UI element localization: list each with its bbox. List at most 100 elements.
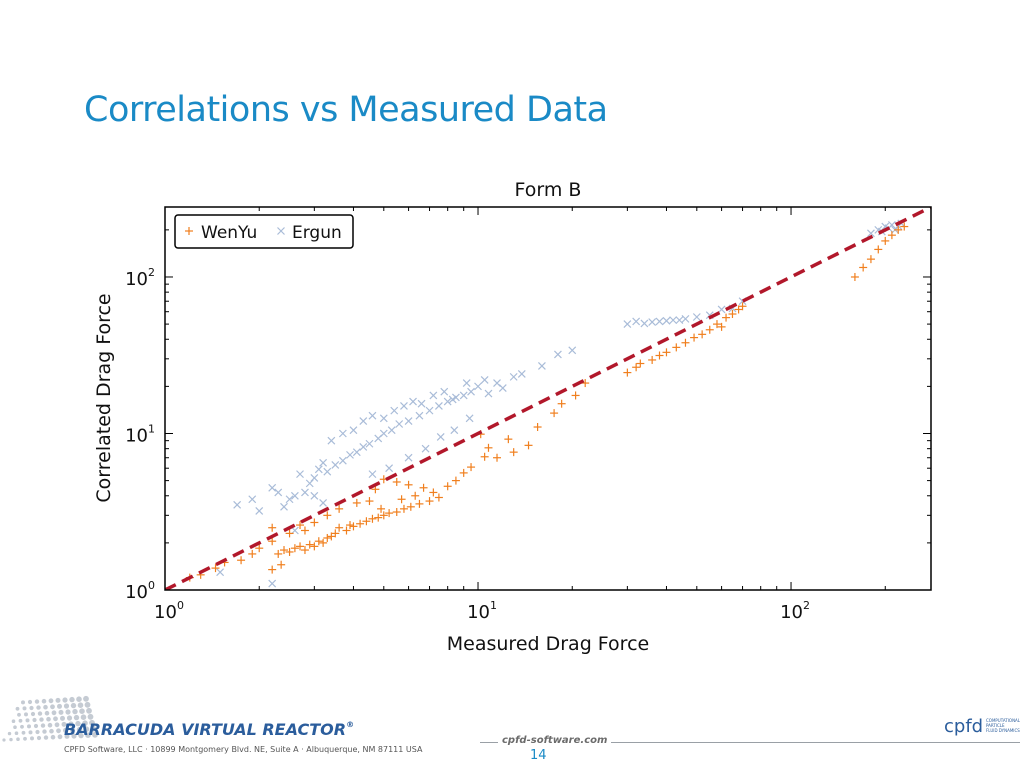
- point-ergun: [640, 319, 649, 328]
- point-wenyu: [237, 556, 246, 565]
- point-wenyu: [550, 409, 559, 418]
- point-ergun: [498, 384, 507, 393]
- logo-dot: [48, 698, 54, 704]
- point-wenyu: [459, 468, 468, 477]
- logo-dot: [20, 724, 24, 729]
- logo-dot: [80, 714, 87, 720]
- point-ergun: [285, 495, 294, 504]
- point-ergun: [474, 382, 482, 391]
- point-ergun: [421, 444, 430, 453]
- point-ergun: [443, 397, 452, 406]
- logo-dot: [79, 708, 85, 714]
- logo-dot: [37, 711, 43, 716]
- point-ergun: [425, 406, 434, 415]
- point-ergun: [379, 429, 388, 438]
- point-wenyu: [392, 477, 401, 486]
- point-ergun: [669, 316, 678, 325]
- point-wenyu: [443, 482, 452, 491]
- point-ergun: [462, 379, 471, 387]
- point-ergun: [440, 387, 449, 396]
- logo-dot: [27, 724, 31, 729]
- point-wenyu: [894, 225, 903, 234]
- point-ergun: [553, 350, 562, 359]
- point-ergun: [509, 372, 518, 381]
- legend-ergun-label: Ergun: [292, 223, 342, 243]
- point-wenyu: [352, 498, 361, 507]
- point-ergun: [385, 464, 394, 473]
- x-tick-label: 100: [154, 599, 184, 623]
- point-ergun: [681, 314, 690, 323]
- point-ergun: [395, 420, 404, 428]
- logo-dot: [78, 732, 84, 739]
- logo-dot: [33, 723, 39, 729]
- logo-dot: [82, 720, 88, 726]
- logo-dot: [51, 710, 57, 716]
- point-wenyu: [248, 549, 257, 558]
- point-ergun: [359, 443, 368, 451]
- point-wenyu: [368, 514, 377, 523]
- logo-dot: [60, 715, 65, 721]
- point-ergun: [268, 579, 277, 588]
- point-ergun: [409, 397, 417, 406]
- brand-name: BARRACUDA VIRTUAL REACTOR®: [64, 720, 354, 739]
- point-ergun: [387, 426, 396, 435]
- point-wenyu: [874, 245, 883, 254]
- logo-dot: [27, 699, 33, 705]
- logo-dot: [11, 719, 16, 723]
- point-wenyu: [866, 255, 875, 264]
- logo-dot: [34, 699, 40, 704]
- point-wenyu: [406, 502, 415, 511]
- logo-dot: [63, 703, 70, 709]
- logo-dot: [75, 720, 81, 727]
- point-ergun: [255, 507, 264, 515]
- logo-dot: [69, 727, 76, 733]
- point-wenyu: [385, 509, 394, 518]
- point-wenyu: [681, 338, 690, 347]
- logo-dot: [36, 735, 42, 741]
- point-wenyu: [300, 526, 309, 535]
- point-ergun: [310, 491, 319, 500]
- cpfd-sub-line-2: PARTICLE: [986, 723, 1005, 728]
- point-ergun: [368, 411, 377, 420]
- logo-dot: [15, 706, 20, 711]
- company-address: CPFD Software, LLC · 10899 Montgomery Bl…: [64, 745, 423, 754]
- point-ergun: [310, 474, 319, 482]
- logo-dot: [40, 723, 46, 728]
- point-ergun: [662, 316, 671, 325]
- point-wenyu: [374, 513, 383, 522]
- logo-dot: [46, 716, 51, 722]
- point-wenyu: [349, 522, 358, 531]
- point-ergun: [233, 500, 242, 509]
- point-ergun: [314, 465, 323, 474]
- point-ergun: [346, 450, 354, 459]
- logo-dot: [69, 696, 75, 703]
- cpfd-sub-line-1: COMPUTATIONAL: [986, 718, 1021, 723]
- logo-dot: [43, 704, 48, 710]
- logo-dot: [68, 721, 74, 727]
- point-ergun: [296, 470, 304, 479]
- point-ergun: [632, 317, 641, 326]
- point-wenyu: [509, 448, 518, 457]
- reference-line: [165, 207, 931, 590]
- point-wenyu: [571, 391, 580, 400]
- logo-dot: [2, 738, 6, 742]
- website-link[interactable]: cpfd-software.com: [498, 735, 612, 746]
- point-ergun: [368, 470, 377, 479]
- logo-dot: [36, 705, 41, 710]
- logo-dot: [65, 709, 71, 715]
- point-ergun: [327, 436, 336, 445]
- logo-dot: [18, 718, 23, 723]
- brand-trademark: ®: [346, 720, 355, 729]
- point-ergun: [648, 318, 657, 327]
- logo-dot: [47, 722, 53, 728]
- point-wenyu: [335, 504, 344, 513]
- legend-box: [174, 214, 354, 249]
- logo-dot: [54, 722, 60, 728]
- point-wenyu: [255, 544, 264, 553]
- logo-dot: [44, 710, 50, 716]
- logo-dot: [30, 736, 34, 741]
- point-ergun: [359, 417, 368, 426]
- point-wenyu: [484, 443, 493, 452]
- logo-dot: [84, 701, 91, 708]
